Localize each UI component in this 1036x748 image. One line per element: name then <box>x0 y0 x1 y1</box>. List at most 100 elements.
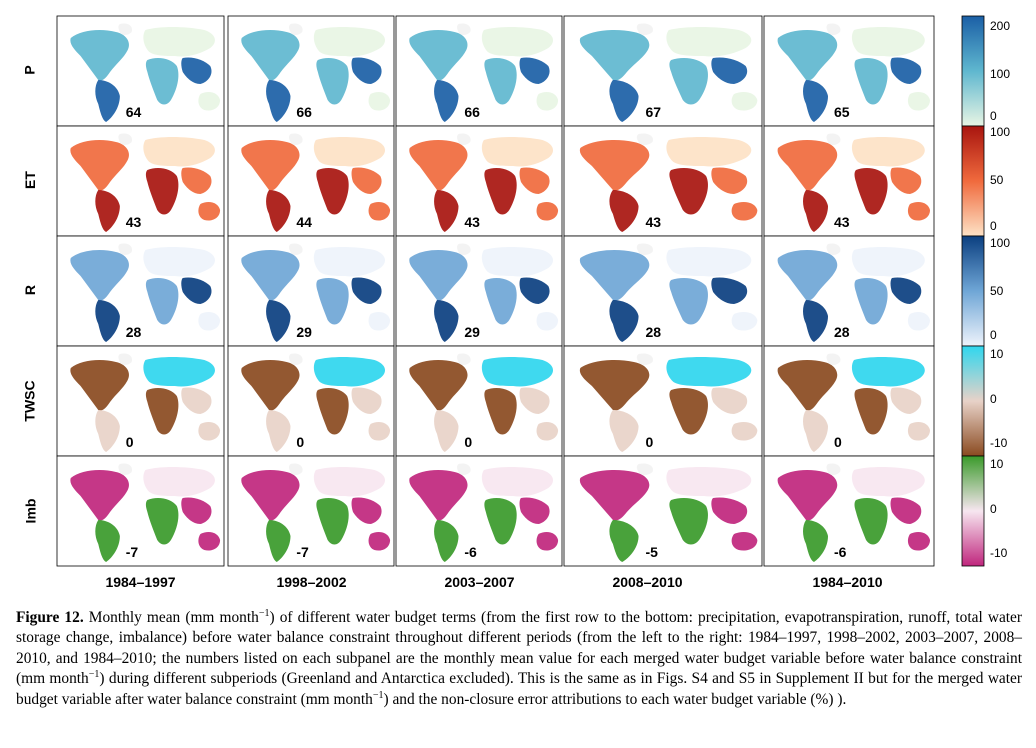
map-cell-twsc-2: 0 <box>227 345 395 457</box>
landmass-sa <box>803 80 828 122</box>
panel-mean-value: -7 <box>126 544 139 560</box>
colorbar-et <box>961 125 985 237</box>
landmass-na <box>70 470 129 521</box>
colorbar-r <box>961 235 985 347</box>
landmass-na <box>409 140 468 191</box>
map-cell-twsc-4: 0 <box>563 345 763 457</box>
landmass-na <box>70 140 129 191</box>
map-cell-et-5: 43 <box>763 125 935 237</box>
colorbar-twsc <box>961 345 985 457</box>
landmass-eur <box>481 247 554 277</box>
landmass-aus <box>731 202 758 221</box>
landmass-grn <box>636 463 653 475</box>
landmass-asi <box>519 497 550 524</box>
landmass-asi <box>890 497 922 524</box>
figure-caption: Figure 12. Monthly mean (mm month−1) of … <box>16 608 1022 710</box>
landmass-afr <box>854 58 888 105</box>
landmass-aus <box>536 422 559 441</box>
panel-mean-value: 28 <box>834 324 850 340</box>
landmass-asi <box>711 277 748 304</box>
landmass-afr <box>669 168 708 215</box>
landmass-sa <box>266 80 291 122</box>
cb-tick-p-low: 0 <box>990 109 997 123</box>
cb-tick-et-high: 100 <box>990 125 1011 139</box>
panel-mean-value: 43 <box>464 214 480 230</box>
map-cell-p-4: 67 <box>563 15 763 127</box>
map-cell-et-4: 43 <box>563 125 763 237</box>
landmass-grn <box>289 133 303 145</box>
panel-mean-value: 43 <box>646 214 662 230</box>
panel-mean-value: 0 <box>464 434 472 450</box>
colorbar-imb <box>961 455 985 567</box>
map-cell-imb-5: -6 <box>763 455 935 567</box>
landmass-na <box>777 470 838 521</box>
column-label-3: 2003–2007 <box>444 574 515 590</box>
landmass-afr <box>854 388 888 435</box>
map-cell-p-1: 64 <box>56 15 225 127</box>
landmass-sa <box>95 190 120 232</box>
column-label-2: 1998–2002 <box>276 574 347 590</box>
map-cell-r-5: 28 <box>763 235 935 347</box>
cb-tick-r-mid: 50 <box>990 284 1004 298</box>
landmass-asi <box>890 387 922 414</box>
map-cell-r-1: 28 <box>56 235 225 347</box>
landmass-aus <box>731 422 758 441</box>
map-cell-imb-4: -5 <box>563 455 763 567</box>
landmass-grn <box>118 243 133 255</box>
landmass-eur <box>143 467 215 497</box>
landmass-grn <box>457 133 471 145</box>
landmass-aus <box>368 312 391 331</box>
landmass-afr <box>484 498 517 545</box>
landmass-afr <box>854 498 888 545</box>
landmass-asi <box>181 277 212 304</box>
cb-tick-et-mid: 50 <box>990 173 1004 187</box>
map-cell-imb-1: -7 <box>56 455 225 567</box>
landmass-sa <box>803 410 828 452</box>
panel-mean-value: 44 <box>296 214 312 230</box>
landmass-asi <box>351 57 382 84</box>
caption-sup-3: −1 <box>372 689 384 701</box>
landmass-aus <box>731 312 758 331</box>
landmass-eur <box>851 27 925 57</box>
landmass-afr <box>316 388 349 435</box>
landmass-grn <box>636 353 653 365</box>
landmass-aus <box>198 92 221 111</box>
landmass-grn <box>289 353 303 365</box>
landmass-afr <box>145 278 179 325</box>
landmass-grn <box>457 23 471 35</box>
landmass-eur <box>313 27 386 57</box>
landmass-asi <box>351 497 382 524</box>
landmass-aus <box>368 92 391 111</box>
map-cell-r-2: 29 <box>227 235 395 347</box>
landmass-asi <box>519 387 550 414</box>
landmass-sa <box>609 80 639 122</box>
landmass-asi <box>181 387 212 414</box>
caption-text-3: ) during different subperiods (Greenland… <box>16 670 1022 708</box>
landmass-eur <box>313 247 386 277</box>
landmass-eur <box>851 137 925 167</box>
landmass-na <box>579 360 650 411</box>
landmass-afr <box>484 168 517 215</box>
map-cell-imb-2: -7 <box>227 455 395 567</box>
panel-mean-value: 0 <box>646 434 654 450</box>
landmass-eur <box>851 357 925 387</box>
map-cell-twsc-3: 0 <box>395 345 563 457</box>
panel-mean-value: -6 <box>464 544 477 560</box>
landmass-sa <box>434 520 459 562</box>
panel-mean-value: 29 <box>296 324 312 340</box>
landmass-eur <box>666 137 752 167</box>
landmass-grn <box>118 463 133 475</box>
panel-mean-value: 66 <box>464 104 480 120</box>
panel-mean-value: 0 <box>126 434 134 450</box>
landmass-eur <box>313 467 386 497</box>
landmass-asi <box>351 387 382 414</box>
landmass-grn <box>289 23 303 35</box>
landmass-sa <box>266 190 291 232</box>
panel-mean-value: 29 <box>464 324 480 340</box>
landmass-sa <box>803 190 828 232</box>
caption-text-2: ) of different water budget terms (from … <box>16 609 1023 688</box>
landmass-asi <box>181 57 212 84</box>
landmass-aus <box>368 532 391 551</box>
landmass-eur <box>481 27 554 57</box>
map-grid: 64 66 66 67 65 43 44 43 43 43 28 29 29 28 28 0 0 0 0 0 -7 -7 -… <box>56 15 985 567</box>
